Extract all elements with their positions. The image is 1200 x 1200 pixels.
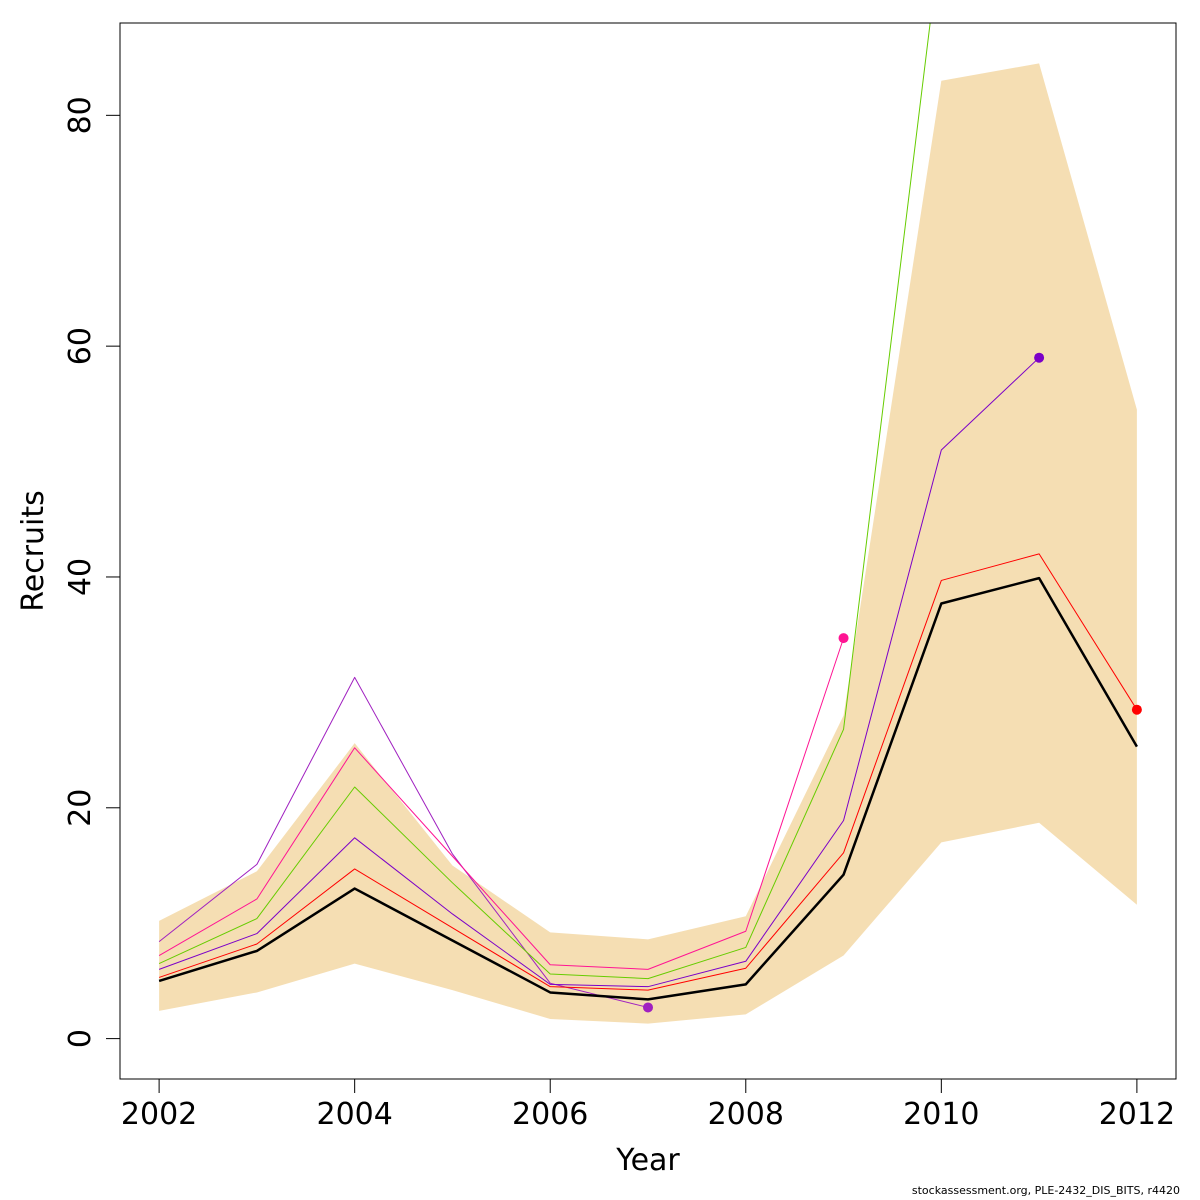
footer-credit: stockassessment.org, PLE-2432_DIS_BITS, … bbox=[911, 1184, 1180, 1197]
y-axis-title: Recruits bbox=[16, 490, 51, 612]
y-tick-label: 80 bbox=[63, 96, 98, 134]
series-end-point-1 bbox=[1131, 704, 1142, 715]
x-tick-label: 2008 bbox=[708, 1097, 784, 1132]
series-end-point-5 bbox=[643, 1002, 653, 1013]
x-tick-label: 2006 bbox=[512, 1097, 588, 1132]
series-line-4 bbox=[158, 637, 845, 970]
x-tick-label: 2010 bbox=[903, 1097, 979, 1132]
x-tick-label: 2012 bbox=[1099, 1097, 1175, 1132]
confidence-band bbox=[159, 63, 1137, 1024]
y-tick-label: 0 bbox=[63, 1029, 98, 1048]
y-tick-label: 60 bbox=[63, 327, 98, 365]
y-axis: 0 20 40 60 80 bbox=[63, 96, 121, 1048]
y-tick-label: 20 bbox=[63, 789, 98, 827]
series-line-1 bbox=[158, 553, 1138, 991]
series-end-point-2 bbox=[1034, 352, 1045, 363]
confidence-band-layer bbox=[159, 63, 1137, 1024]
x-tick-label: 2002 bbox=[121, 1097, 197, 1132]
series-line-2 bbox=[158, 357, 1040, 988]
x-axis-title: Year bbox=[615, 1143, 680, 1178]
series-line-0 bbox=[158, 576, 1138, 1001]
series-end-point-4 bbox=[838, 633, 849, 644]
x-axis: 2002 2004 2006 2008 2010 2012 bbox=[121, 1078, 1175, 1132]
y-tick-label: 40 bbox=[63, 558, 98, 596]
x-tick-label: 2004 bbox=[316, 1097, 392, 1132]
series-layer bbox=[158, 23, 1142, 1013]
series-line-3 bbox=[158, 23, 931, 980]
